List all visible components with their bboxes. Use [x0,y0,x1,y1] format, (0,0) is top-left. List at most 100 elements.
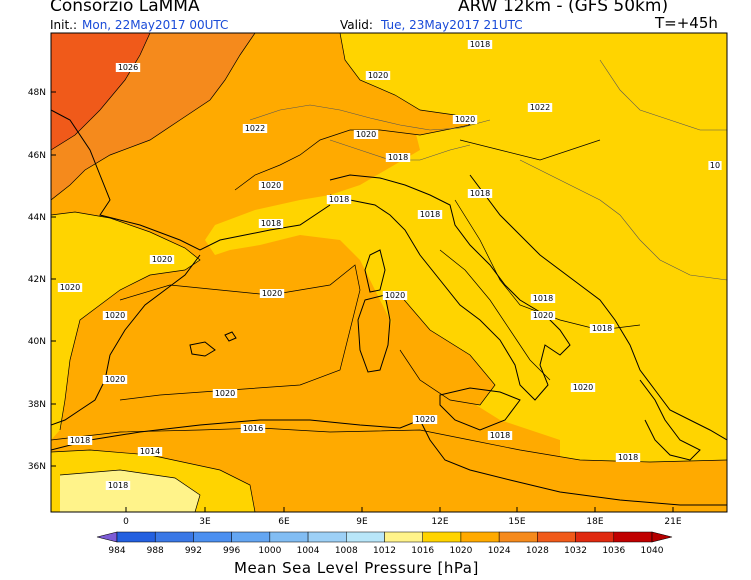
valid-time: Tue, 23May2017 21UTC [381,18,523,32]
colorbar-label: 984 [108,546,125,556]
isobar-label: 1018 [420,210,440,219]
isobar-label-bg [102,311,128,320]
forecast-hour: T=+45h [655,14,718,32]
isobar-label: 1020 [152,255,172,264]
latitude-label: 44N [28,213,46,223]
isobar-label: 1022 [245,124,265,133]
pressure-band-1020-ionian [385,295,495,405]
sicily-coast [439,387,521,431]
legend-title: Mean Sea Level Pressure [hPa] [234,559,479,577]
pressure-band-1022 [230,33,470,165]
isobar-label: 1018 [490,431,510,440]
isobar-line [51,427,727,463]
colorbar-segment [269,531,309,543]
isobar-label-bg [417,210,443,219]
isobar-label-bg [385,153,411,162]
isobar-label: 1020 [60,283,80,292]
isobar-label: 1018 [533,294,553,303]
colorbar-segment [193,531,232,543]
colorbar-segment [346,531,385,543]
pressure-band-1016-west [51,212,200,440]
balearic-coast [189,341,216,357]
isobar-label-bg [67,436,93,445]
isobar-label: 1018 [329,195,349,204]
isobar-label: 1026 [118,63,138,72]
isobar-line [439,249,551,381]
valid-label: Valid: [340,18,373,32]
isobar-label-bg [326,195,352,204]
isobar-label: 1020 [385,291,405,300]
longitude-label: 12E [431,517,448,527]
longitude-label: 9E [356,517,368,527]
isobar-label: 1018 [70,436,90,445]
isobar-label: 1020 [368,71,388,80]
app-title: Consorzio LaMMA [50,0,200,16]
isobar-line [51,211,201,431]
colorbar-label: 996 [223,546,240,556]
colorbar-min-arrow [96,531,118,543]
colorbar-segment [154,531,194,543]
isobar-label: 1018 [592,324,612,333]
latitude-label: 48N [28,88,46,98]
latitude-label: 36N [28,462,46,472]
isobar-line [459,139,601,161]
isobar-label-bg [242,124,268,133]
isobar-label-bg [137,447,163,456]
latitude-label: 38N [28,400,46,410]
colorbar-segment [460,531,500,543]
init-time: Mon, 22May2017 00UTC [82,18,229,32]
isobar-label: 1018 [261,219,281,228]
longitude-label: 21E [664,517,681,527]
colorbar-label: 988 [147,546,164,556]
init-label: Init.: [50,18,78,32]
isobar-label-bg [115,63,141,72]
colorbar-label: 1016 [411,546,434,556]
colorbar-label: 1028 [526,546,549,556]
colorbar-max-arrow [651,531,673,543]
isobar-label-bg [353,130,379,139]
isobar-label-bg [467,40,493,49]
isobar-label-bg [149,255,175,264]
isobar-label-bg [530,294,556,303]
isobar-label-bg [530,311,556,320]
pressure-colorbar [96,531,673,543]
greece-coast [639,379,701,461]
isobar-label: 1022 [530,103,550,112]
isobar-line [59,469,201,512]
colorbar-segment [575,531,615,543]
colorbar-segment [384,531,423,543]
colorbar-label: 1004 [297,546,320,556]
longitude-label: 3E [199,517,211,527]
corsica-coast [364,249,386,293]
colorbar-label: 1000 [258,546,281,556]
isobar-label: 1020 [533,311,553,320]
longitude-label: 6E [278,517,290,527]
isobar-label: 1018 [388,153,408,162]
isobar-label: 10 [710,161,720,170]
isobar-label-bg [487,431,513,440]
isobar-label-bg [412,415,438,424]
isobar-label-bg [212,389,238,398]
colorbar-label: 1008 [335,546,358,556]
border-line [599,59,727,131]
latitude-label: 42N [28,275,46,285]
isobar-label-bg [365,71,391,80]
isobar-label-bg [570,383,596,392]
isobar-line [51,33,151,151]
colorbar-segment [116,531,156,543]
pressure-field [51,33,727,512]
isobar-label-bg [615,453,641,462]
model-title: ARW 12km - (GFS 50km) [458,0,669,16]
spain-coast [51,254,201,426]
colorbar-label: 1024 [488,546,511,556]
isobar-label-bg [259,289,285,298]
pressure-band-1016 [205,33,727,512]
colorbar-labels: 984 988 992 996 1000 1004 1008 1012 1016 1020 1024… [108,546,663,556]
isobar-label: 1018 [618,453,638,462]
isobar-label: 1020 [261,181,281,190]
isobar-label-bg [57,283,83,292]
isobar-label: 1020 [105,375,125,384]
longitude-label: 18E [586,517,603,527]
isobar-label: 1016 [243,424,263,433]
isobar-label: 1020 [455,115,475,124]
